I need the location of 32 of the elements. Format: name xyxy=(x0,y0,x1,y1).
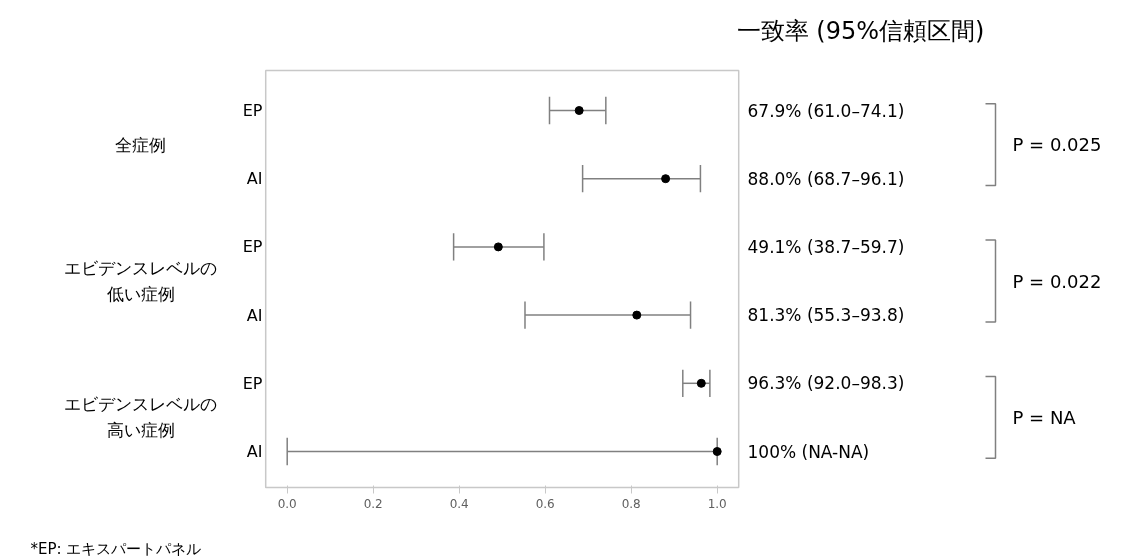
x-tick-label: 0.2 xyxy=(363,496,383,511)
text: 100% (NA-NA) xyxy=(747,441,870,462)
text: 一致率 (95%信頼区間) xyxy=(736,16,985,45)
point xyxy=(493,242,503,252)
y-tick-label: AI xyxy=(246,442,263,461)
x-tick-label: 1.0 xyxy=(707,496,727,511)
text: P = NA xyxy=(1012,406,1077,428)
text: 96.3% (92.0–98.3) xyxy=(747,373,905,394)
text: 49.1% (38.7–59.7) xyxy=(747,236,905,257)
text: 67.9% (61.0–74.1) xyxy=(747,100,905,121)
point xyxy=(574,106,584,115)
point xyxy=(632,310,642,320)
text: エビデンスレベルの高い症例 xyxy=(64,394,217,441)
x-tick-label: 0.8 xyxy=(621,496,641,511)
y-tick-label: EP xyxy=(242,237,263,257)
text: 81.3% (55.3–93.8) xyxy=(747,305,905,326)
text: 88.0% (68.7–96.1) xyxy=(747,168,905,189)
text: P = 0.022 xyxy=(1012,270,1102,292)
text: 全症例 xyxy=(115,134,166,155)
point xyxy=(661,174,671,184)
point xyxy=(712,447,722,456)
y-tick-label: AI xyxy=(246,169,263,189)
text: *EP: エキスパートパネル xyxy=(30,539,202,558)
x-tick-label: 0.6 xyxy=(535,496,555,511)
text: エビデンスレベルの低い症例 xyxy=(64,258,217,304)
point xyxy=(696,378,706,388)
y-tick-label: EP xyxy=(242,373,263,393)
y-tick-label: AI xyxy=(246,305,263,325)
x-tick-label: 0.0 xyxy=(277,496,297,511)
x-tick-label: 0.4 xyxy=(449,496,469,511)
y-tick-label: EP xyxy=(242,101,263,120)
text: P = 0.025 xyxy=(1012,134,1102,156)
